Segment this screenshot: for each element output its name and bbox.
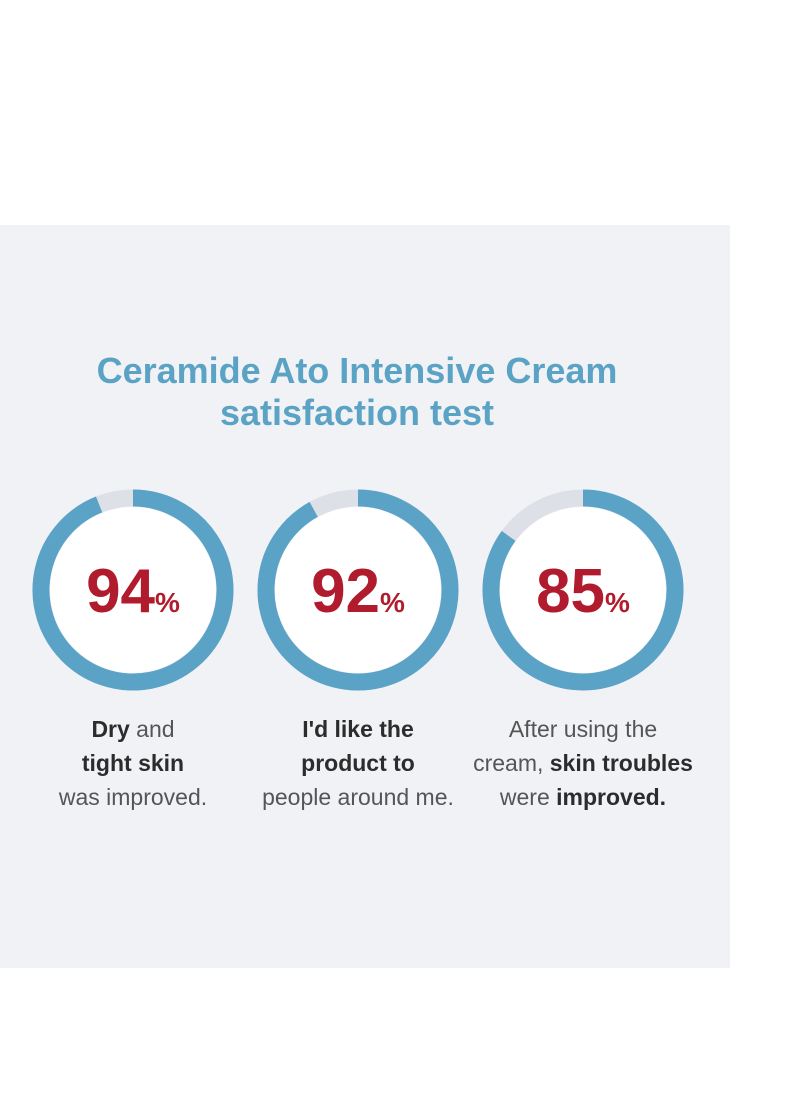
gauge-face (50, 507, 216, 673)
value-label: 85% (536, 557, 630, 626)
value-unit: % (155, 587, 180, 618)
value-unit: % (380, 587, 405, 618)
caption-text: were (499, 784, 556, 810)
caption-text: and (130, 716, 175, 742)
chart-title: satisfaction test (220, 392, 494, 433)
gauge-arc (257, 489, 459, 691)
chart-title: Ceramide Ato Intensive Cream (97, 350, 618, 391)
value-number: 94 (86, 557, 155, 626)
caption-text: I'd like the (302, 716, 414, 742)
gauge-face (275, 507, 441, 673)
value-label: 94% (86, 557, 180, 626)
gauge-arc (482, 489, 684, 691)
caption-line: I'd like the (302, 716, 414, 742)
value-unit: % (605, 587, 630, 618)
caption-text: product to (301, 750, 415, 776)
gauge-face (500, 507, 666, 673)
caption-text: After using the (509, 716, 657, 742)
value-number: 85 (536, 557, 605, 626)
caption-text: people around me. (262, 784, 454, 810)
gauge-arc (32, 489, 234, 691)
caption-line: was improved. (58, 784, 207, 810)
caption-line: tight skin (82, 750, 184, 776)
caption-line: cream, skin troubles (473, 750, 693, 776)
caption-text: tight skin (82, 750, 184, 776)
caption-line: After using the (509, 716, 657, 742)
caption-line: Dry and (91, 716, 174, 742)
caption-text: improved. (556, 784, 666, 810)
caption-text: was improved. (58, 784, 207, 810)
caption-text: Dry (91, 716, 130, 742)
caption-line: product to (301, 750, 415, 776)
value-number: 92 (311, 557, 380, 626)
value-label: 92% (311, 557, 405, 626)
caption-text: skin troubles (550, 750, 693, 776)
caption-line: people around me. (262, 784, 454, 810)
caption-line: were improved. (499, 784, 666, 810)
caption-text: cream, (473, 750, 550, 776)
